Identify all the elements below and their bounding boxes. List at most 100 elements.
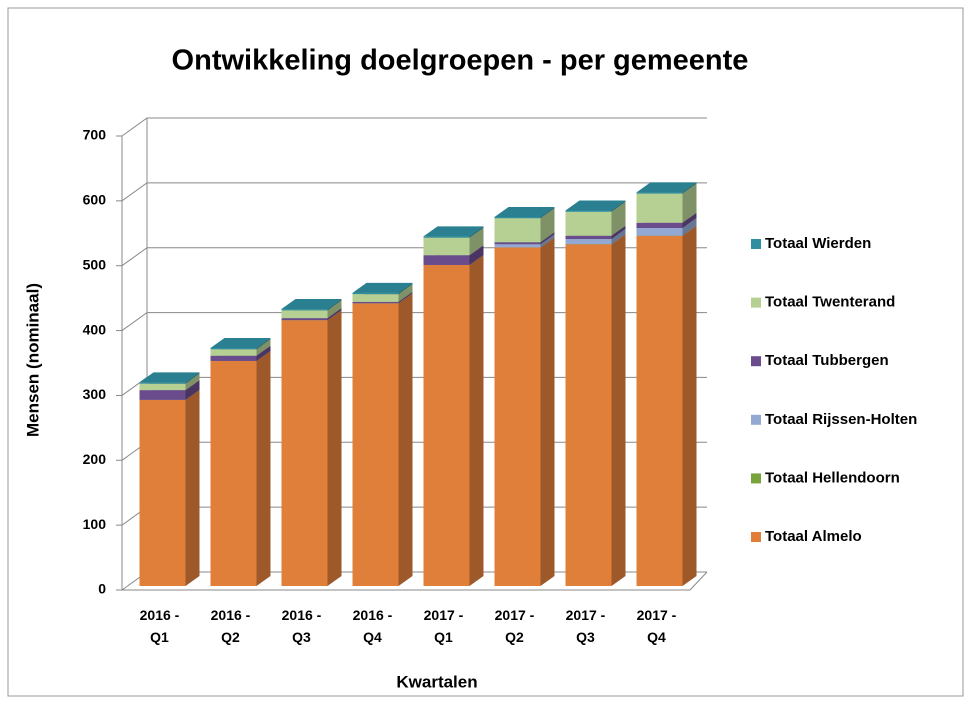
y-tick-label: 0 — [98, 581, 106, 597]
bar — [210, 349, 257, 356]
floor-line — [122, 571, 708, 591]
grid-line — [121, 117, 707, 137]
bar — [494, 242, 541, 245]
bar — [352, 301, 399, 304]
y-axis-title: Mensen (nominaal) — [23, 283, 42, 437]
bar-side — [327, 299, 342, 311]
bar — [210, 360, 257, 586]
bar — [636, 193, 683, 223]
bar — [423, 264, 470, 586]
bar — [565, 244, 612, 586]
x-tick-label: 2017 - Q2 — [494, 607, 535, 645]
bar — [423, 255, 470, 265]
bar — [565, 210, 612, 212]
bar-side — [611, 200, 626, 212]
legend-swatch — [751, 356, 761, 367]
bar-top — [565, 200, 626, 211]
legend-label: Totaal Hellendoorn — [765, 469, 900, 486]
bar-side — [256, 345, 271, 361]
bar — [636, 227, 683, 236]
x-tick-label: 2016 - Q3 — [281, 607, 322, 645]
legend-swatch — [751, 414, 761, 425]
bar-side — [540, 234, 555, 248]
y-tick-label: 300 — [83, 386, 107, 402]
y-tick-label: 400 — [83, 321, 107, 337]
bar-side — [682, 182, 697, 194]
bar-side — [682, 217, 697, 236]
bar — [139, 399, 186, 586]
grid-line — [121, 182, 707, 202]
bar-side — [611, 201, 626, 236]
y-tick-label: 200 — [83, 451, 107, 467]
bar — [636, 222, 683, 228]
bar-side — [469, 227, 484, 256]
bar — [352, 292, 399, 295]
bar — [281, 310, 328, 319]
bar-side — [256, 337, 271, 350]
bar-top — [352, 282, 413, 293]
bar-side — [682, 225, 697, 586]
bar — [281, 318, 328, 321]
bar-top — [210, 337, 271, 348]
x-axis-title: Kwartalen — [396, 672, 477, 691]
bar-side — [540, 206, 555, 219]
bar-side — [469, 226, 484, 238]
bar — [494, 216, 541, 219]
bar-side — [398, 293, 413, 586]
bar — [352, 303, 399, 586]
bar-side — [540, 208, 555, 243]
bar — [565, 235, 612, 240]
bar-side — [469, 245, 484, 265]
y-tick-label: 700 — [83, 127, 107, 143]
legend-label: Totaal Almelo — [765, 528, 862, 545]
bar-top — [139, 372, 200, 383]
bar-side — [682, 212, 697, 228]
bar — [494, 247, 541, 586]
bar-side — [398, 284, 413, 302]
bar-top — [281, 299, 342, 310]
bar — [210, 355, 257, 361]
bar-side — [611, 229, 626, 245]
bar-side — [185, 389, 200, 586]
bar-side — [398, 291, 413, 304]
legend-swatch — [751, 239, 761, 249]
legend-label: Totaal Rijssen-Holten — [765, 411, 917, 428]
y-tick-label: 500 — [83, 256, 107, 272]
x-tick-label: 2016 - Q1 — [139, 607, 180, 645]
chart-title: Ontwikkeling doelgroepen - per gemeente — [172, 45, 749, 77]
legend-swatch — [751, 297, 761, 308]
bar-side — [540, 237, 555, 586]
bar — [210, 347, 257, 350]
bar-top — [423, 226, 484, 237]
y-tick-label: 100 — [83, 516, 107, 532]
bar-top — [636, 182, 697, 193]
legend-label: Totaal Tubbergen — [765, 352, 889, 369]
bar — [565, 211, 612, 236]
bar — [139, 383, 186, 391]
x-tick-label: 2016 - Q2 — [210, 607, 251, 645]
bar-side — [327, 300, 342, 319]
bar — [494, 244, 541, 248]
bar-side — [540, 232, 555, 245]
x-tick-label: 2017 - Q1 — [423, 607, 464, 645]
y-tick-label: 600 — [83, 192, 107, 208]
bar-side — [469, 254, 484, 586]
bar-top — [494, 206, 555, 217]
bar-side — [327, 310, 342, 586]
legend-swatch — [751, 532, 761, 542]
legend-label: Totaal Twenterand — [765, 294, 895, 311]
bar-side — [611, 225, 626, 240]
x-tick-label: 2017 - Q4 — [636, 607, 677, 645]
bar-side — [327, 308, 342, 321]
bar-side — [256, 350, 271, 586]
bar-side — [398, 282, 413, 295]
bar-side — [682, 183, 697, 223]
bar — [281, 320, 328, 586]
bar — [423, 237, 470, 256]
bar-side — [185, 380, 200, 400]
bar — [565, 239, 612, 245]
bar — [352, 294, 399, 302]
bar — [139, 390, 186, 400]
